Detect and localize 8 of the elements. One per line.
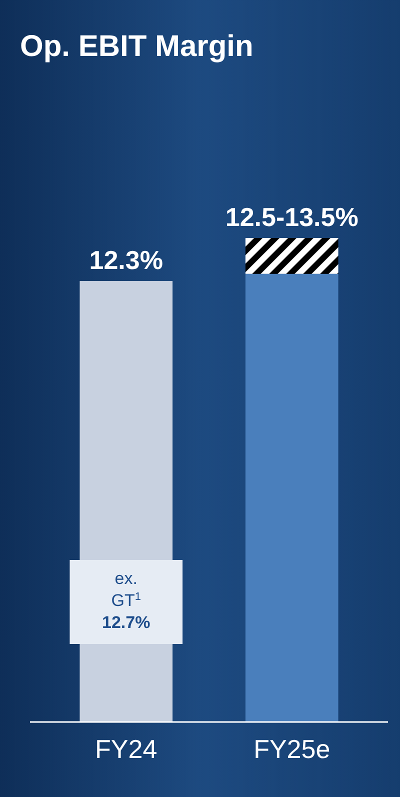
- annotation: 12.5-13.5%: [225, 202, 358, 232]
- chart-title: Op. EBIT Margin: [20, 30, 254, 63]
- x-tick-label: FY24: [95, 734, 158, 764]
- x-tick-label: FY25e: [254, 734, 330, 764]
- annotation: 12.7%: [102, 613, 150, 632]
- data-label: 12.3%: [89, 245, 163, 276]
- note-box: ex. GT$^{1}$ 12.7%: [70, 560, 183, 644]
- annotation: ex. GT$^{1}$: [111, 569, 142, 610]
